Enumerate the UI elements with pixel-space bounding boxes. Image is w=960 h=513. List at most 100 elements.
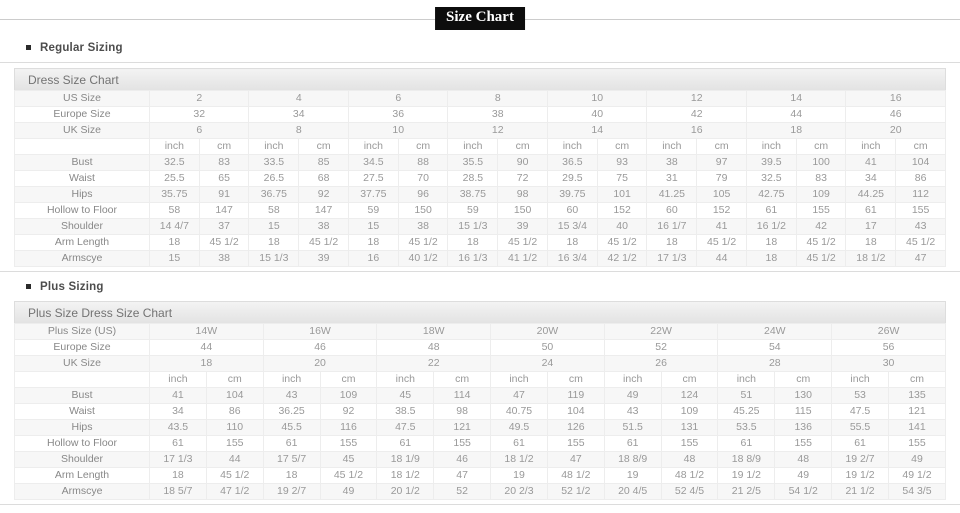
size-cell: 14W — [149, 323, 264, 340]
measurement-cell: 65 — [198, 170, 250, 187]
measurement-cell: 85 — [298, 154, 349, 171]
measurement-cell: 19 — [490, 467, 548, 484]
unit-header-cell: cm — [319, 371, 378, 388]
size-cell: 16W — [262, 323, 378, 340]
size-cell: 46 — [262, 339, 378, 356]
row-label — [14, 138, 150, 155]
measurement-cell: 39 — [497, 218, 548, 235]
measurement-row: Hips 43.5 110 45.5 116 47.5 121 49.5 126 51.5 131 5… — [14, 419, 947, 436]
measurement-cell: 45 1/2 — [497, 234, 548, 251]
measurement-cell: 17 5/7 — [262, 451, 321, 468]
measurement-row: Hollow to Floor 58 147 58 147 59 150 59 150 60 152… — [14, 202, 946, 219]
measurement-cell: 19 1/2 — [831, 467, 889, 484]
measurement-cell: 39.75 — [546, 186, 598, 203]
measurement-cell: 42 — [795, 218, 847, 235]
measurement-cell: 131 — [660, 419, 719, 436]
measurement-cell: 116 — [319, 419, 378, 436]
measurement-cell: 55.5 — [831, 419, 889, 436]
size-cell: 32 — [148, 106, 250, 123]
measurement-cell: 45 1/2 — [795, 234, 847, 251]
measurement-cell: 58 — [248, 202, 300, 219]
measurement-cell: 39.5 — [745, 154, 797, 171]
measurement-cell: 92 — [298, 186, 349, 203]
measurement-cell: 18 — [248, 234, 300, 251]
size-cell: 22W — [603, 323, 719, 340]
measurement-cell: 15 — [148, 250, 200, 267]
measurement-cell: 92 — [319, 403, 378, 420]
size-cell: 48 — [376, 339, 492, 356]
size-cell: 8 — [248, 122, 349, 139]
measurement-cell: 27.5 — [347, 170, 399, 187]
size-cell: 40 — [546, 106, 648, 123]
unit-header-cell: cm — [546, 371, 605, 388]
measurement-cell: 155 — [546, 435, 605, 452]
measurement-cell: 155 — [433, 435, 492, 452]
measurement-cell: 18 — [745, 234, 797, 251]
size-cell: 24 — [490, 355, 605, 372]
measurement-cell: 49 — [887, 451, 947, 468]
chart-title-bar: Dress Size Chart — [14, 68, 946, 90]
measurement-cell: 61 — [262, 435, 321, 452]
unit-header-row: inch cm inch cm inch cm inch cm inch cm inch cm inch… — [14, 371, 947, 388]
measurement-cell: 124 — [660, 387, 719, 404]
measurement-cell: 53.5 — [717, 419, 776, 436]
measurement-cell: 45 — [376, 387, 435, 404]
divider — [0, 62, 960, 63]
measurement-cell: 18 — [148, 234, 200, 251]
unit-header-cell: cm — [497, 138, 548, 155]
measurement-cell: 44 — [696, 250, 747, 267]
row-label: Armscye — [14, 250, 150, 267]
unit-header-cell: inch — [646, 138, 698, 155]
page-title: Size Chart — [435, 7, 525, 30]
chart-title-bar: Plus Size Dress Size Chart — [14, 301, 946, 323]
measurement-cell: 49.5 — [490, 419, 548, 436]
measurement-cell: 18 — [447, 234, 499, 251]
measurement-cell: 121 — [433, 419, 492, 436]
measurement-cell: 90 — [497, 154, 548, 171]
measurement-cell: 44.25 — [845, 186, 897, 203]
divider — [0, 504, 960, 505]
measurement-cell: 14 4/7 — [148, 218, 200, 235]
size-cell: 10 — [546, 90, 648, 107]
measurement-cell: 101 — [596, 186, 648, 203]
plus-sizing-section: Plus Sizing Plus Size Dress Size Chart P… — [0, 279, 960, 500]
measurement-cell: 45 1/2 — [298, 234, 349, 251]
size-row: Europe Size 32 34 36 38 40 42 44 46 — [14, 106, 946, 123]
measurement-cell: 16 — [347, 250, 399, 267]
measurement-cell: 18 — [262, 467, 321, 484]
measurement-cell: 54 3/5 — [887, 483, 947, 500]
measurement-cell: 155 — [774, 435, 833, 452]
size-cell: 30 — [831, 355, 946, 372]
measurement-cell: 52 4/5 — [660, 483, 719, 500]
measurement-cell: 18 1/9 — [376, 451, 435, 468]
measurement-cell: 61 — [717, 435, 776, 452]
row-label: Waist — [14, 403, 150, 420]
row-label: Armscye — [14, 483, 150, 500]
measurement-cell: 47 — [490, 387, 548, 404]
unit-header-cell: cm — [660, 371, 719, 388]
measurement-cell: 58 — [148, 202, 200, 219]
measurement-cell: 20 2/3 — [490, 483, 548, 500]
size-cell: 54 — [717, 339, 833, 356]
measurement-cell: 38 — [646, 154, 698, 171]
dress-size-chart: Dress Size Chart US Size 2 4 6 8 10 12 14 16 Euro… — [14, 68, 946, 267]
measurement-cell: 45 1/2 — [397, 234, 449, 251]
unit-header-cell: cm — [887, 371, 947, 388]
measurement-cell: 47 1/2 — [205, 483, 264, 500]
measurement-cell: 36.25 — [262, 403, 321, 420]
measurement-cell: 36.75 — [248, 186, 300, 203]
measurement-cell: 45 1/2 — [596, 234, 648, 251]
measurement-cell: 97 — [696, 154, 747, 171]
row-label: Hollow to Floor — [14, 202, 150, 219]
measurement-cell: 52 1/2 — [546, 483, 605, 500]
measurement-cell: 155 — [205, 435, 264, 452]
row-label: Europe Size — [14, 339, 150, 356]
measurement-cell: 68 — [298, 170, 349, 187]
square-bullet-icon — [26, 45, 31, 50]
unit-header-row: inch cm inch cm inch cm inch cm inch cm inch cm inch… — [14, 138, 946, 155]
measurement-cell: 114 — [433, 387, 492, 404]
size-cell: 4 — [248, 90, 349, 107]
size-row: US Size 2 4 6 8 10 12 14 16 — [14, 90, 946, 107]
measurement-cell: 47 — [546, 451, 605, 468]
measurement-cell: 100 — [795, 154, 847, 171]
